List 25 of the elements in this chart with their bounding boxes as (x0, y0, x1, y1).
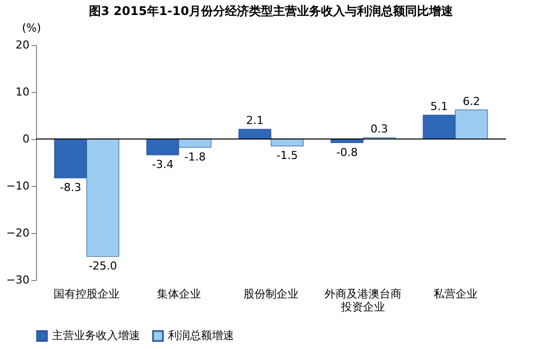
x-tick-label: 股份制企业 (244, 288, 298, 300)
x-tick-label: 国有控股企业 (54, 288, 120, 300)
data-label: -25.0 (88, 260, 118, 272)
chart-title: 图3 2015年1-10月份分经济类型主营业务收入与利润总额同比增速 (89, 4, 454, 18)
x-tick-label: 集体企业 (156, 288, 201, 300)
y-axis-title: (%) (22, 22, 42, 34)
y-tick-label: 10 (16, 86, 30, 98)
y-tick-label: −10 (6, 180, 30, 192)
data-label: 5.1 (430, 100, 448, 114)
y-tick-label: 20 (16, 38, 30, 52)
data-label: 0.3 (370, 122, 388, 136)
y-tick-label: 0 (22, 132, 30, 146)
data-label: 2.1 (246, 114, 264, 128)
data-label: -3.4 (152, 158, 174, 171)
x-tick-label: 私营企业 (433, 288, 478, 300)
x-tick-label: 外商及港澳台商投资企业 (324, 288, 402, 314)
legend-label: 利润总额增速 (168, 329, 234, 342)
y-tick-label: −30 (6, 274, 30, 286)
legend-label: 主营业务收入增速 (52, 329, 140, 342)
data-label: -1.8 (184, 150, 206, 164)
data-label: -8.3 (60, 181, 82, 194)
data-label: -1.5 (276, 149, 298, 162)
data-label: 6.2 (462, 94, 480, 108)
y-tick-label: −20 (6, 226, 30, 240)
data-label: -0.8 (336, 146, 358, 159)
